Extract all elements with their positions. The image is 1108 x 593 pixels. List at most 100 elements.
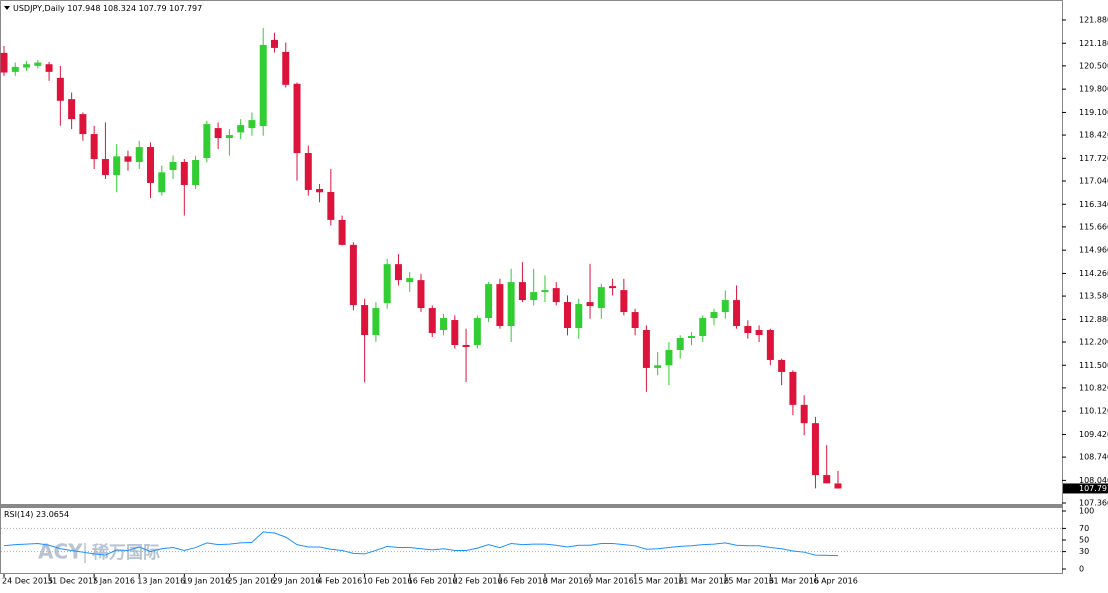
y-tick-label: 107.360	[1079, 499, 1108, 508]
candle-body	[710, 312, 718, 319]
y-tick-label: 119.800	[1079, 85, 1108, 94]
candle-body	[270, 39, 278, 48]
candle-body	[304, 153, 312, 190]
y-tick-label: 50	[1079, 536, 1089, 545]
y-tick-label: 117.720	[1079, 154, 1108, 163]
x-tick-label: 31 Dec 2015	[47, 577, 98, 586]
candle-body	[744, 326, 752, 334]
x-tick-label: 29 Jan 2016	[272, 577, 320, 586]
candle-body	[417, 280, 425, 309]
candle-body	[485, 284, 493, 319]
candle-body	[0, 52, 8, 73]
last-open: 107.948	[67, 4, 100, 13]
candle-body	[56, 77, 64, 101]
price-panel	[0, 0, 1063, 505]
candle-body	[282, 51, 290, 85]
x-tick-label: 4 Feb 2016	[318, 577, 363, 586]
chart-title: USDJPY,Daily	[13, 4, 65, 13]
candle-body	[800, 404, 808, 424]
candle-body	[406, 278, 414, 283]
x-tick-label: 31 Mar 2016	[768, 577, 819, 586]
candle-body	[259, 44, 267, 127]
y-tick-label: 116.340	[1079, 200, 1108, 209]
y-tick-label: 120.500	[1079, 61, 1108, 70]
candle-body	[507, 282, 515, 327]
y-tick-label: 115.660	[1079, 222, 1108, 231]
candle-body	[631, 312, 639, 329]
last-close: 107.797	[169, 4, 202, 13]
candle-body	[654, 365, 662, 368]
candle-body	[383, 264, 391, 304]
candle-body	[530, 292, 538, 301]
y-tick-label: 70	[1079, 524, 1089, 533]
candle-body	[575, 304, 583, 329]
x-tick-label: 26 Feb 2016	[498, 577, 548, 586]
candle-body	[518, 282, 526, 301]
candle-body	[564, 302, 571, 329]
candle-body	[237, 125, 245, 133]
x-tick-label: 6 Apr 2016	[813, 577, 857, 586]
y-tick-label: 112.200	[1079, 337, 1108, 346]
candle-body	[124, 156, 132, 162]
candle-body	[586, 302, 594, 307]
rsi-last: 23.0654	[36, 510, 69, 519]
candle-body	[203, 124, 211, 159]
y-tick-label: 108.040	[1079, 476, 1108, 485]
x-tick-label: 7 Jan 2016	[92, 577, 135, 586]
candle-body	[169, 162, 177, 171]
candle-body	[147, 147, 155, 183]
candle-body	[766, 330, 774, 360]
x-tick-label: 3 Mar 2016	[543, 577, 589, 586]
y-tick-label: 110.820	[1079, 383, 1108, 392]
candle-body	[778, 359, 786, 372]
candle-body	[451, 320, 459, 345]
candle-body	[676, 337, 684, 350]
candle-body	[34, 62, 42, 66]
x-tick-label: 13 Jan 2016	[137, 577, 185, 586]
y-tick-label: 110.120	[1079, 407, 1108, 416]
candle-body	[552, 288, 560, 303]
candle-body	[135, 147, 143, 163]
candle-body	[316, 188, 324, 193]
candle-body	[541, 290, 549, 293]
candle-body	[428, 308, 436, 334]
candle-body	[496, 284, 504, 327]
candle-body	[101, 159, 109, 175]
menu-arrow[interactable]	[4, 6, 10, 10]
candle-body	[665, 349, 673, 366]
x-tick-label: 22 Feb 2016	[453, 577, 503, 586]
x-tick-label: 10 Feb 2016	[363, 577, 413, 586]
y-tick-label: 30	[1079, 547, 1089, 556]
candle-body	[372, 308, 380, 336]
candle-body	[811, 423, 819, 476]
price-tag	[1063, 483, 1108, 494]
x-tick-label: 25 Jan 2016	[227, 577, 275, 586]
candle-body	[699, 318, 707, 337]
candle-body	[394, 264, 402, 281]
candle-body	[338, 219, 346, 245]
y-tick-label: 121.180	[1079, 39, 1108, 48]
candle-body	[23, 64, 31, 68]
candle-body	[349, 244, 357, 306]
candle-body	[79, 114, 87, 135]
candle-body	[248, 120, 256, 129]
candle-body	[90, 134, 98, 160]
x-tick-label: 9 Mar 2016	[588, 577, 634, 586]
y-tick-label: 114.260	[1079, 269, 1108, 278]
y-tick-label: 111.500	[1079, 361, 1108, 370]
candle-body	[225, 135, 233, 139]
last-low: 107.79	[139, 4, 167, 13]
y-tick-label: 118.420	[1079, 131, 1108, 140]
x-tick-label: 19 Jan 2016	[182, 577, 230, 586]
y-tick-label: 113.580	[1079, 292, 1108, 301]
y-tick-label: 119.100	[1079, 108, 1108, 117]
candle-body	[597, 287, 605, 309]
price-tag-label: 107.797	[1079, 484, 1108, 493]
y-tick-label: 112.880	[1079, 315, 1108, 324]
y-tick-label: 109.420	[1079, 430, 1108, 439]
x-tick-label: 15 Mar 2016	[633, 577, 684, 586]
candle-body	[755, 330, 763, 336]
candle-body	[68, 99, 76, 120]
candle-body	[462, 344, 470, 347]
